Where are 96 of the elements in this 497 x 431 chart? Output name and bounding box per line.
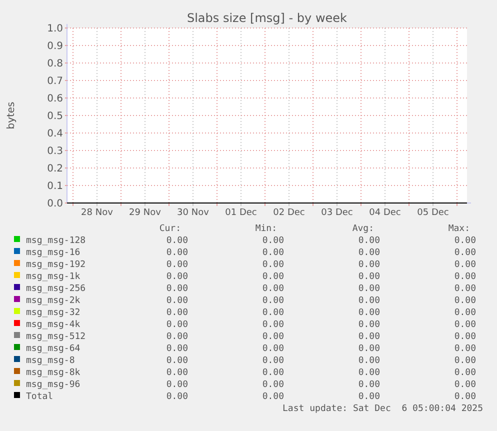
text: 0.00 — [358, 356, 380, 366]
text: 0.00 — [358, 320, 380, 330]
x-tick-label: 05 Dec — [417, 208, 449, 218]
text: 0.00 — [262, 344, 284, 354]
x-tick-label: 30 Nov — [177, 208, 210, 218]
text: 0.00 — [358, 284, 380, 294]
text: 0.00 — [262, 368, 284, 378]
legend-label: msg_msg-16 — [26, 248, 80, 258]
text: 0.00 — [166, 356, 188, 366]
text: 0.00 — [262, 248, 284, 258]
legend-label: msg_msg-256 — [26, 284, 86, 294]
text: 0.00 — [358, 380, 380, 390]
text: Max: — [448, 224, 470, 234]
text: Avg: — [352, 224, 374, 234]
x-tick-label: 03 Dec — [321, 208, 353, 218]
text: 0.00 — [166, 368, 188, 378]
text: 0.00 — [454, 320, 476, 330]
text: Cur: — [159, 224, 181, 234]
text: Last update: Sat Dec 6 05:00:04 2025 — [282, 404, 483, 414]
x-tick-label: 04 Dec — [369, 208, 401, 218]
text: 0.00 — [262, 332, 284, 342]
text: 0.00 — [358, 260, 380, 270]
y-tick-label: 0.6 — [47, 94, 63, 104]
text: 0.00 — [358, 392, 380, 402]
text: 0.00 — [454, 368, 476, 378]
text: 0.00 — [358, 308, 380, 318]
text: 0.00 — [454, 296, 476, 306]
x-tick-label: 29 Nov — [129, 208, 162, 218]
text: 0.00 — [262, 236, 284, 246]
legend-label: msg_msg-1k — [26, 272, 81, 282]
text: 0.00 — [454, 260, 476, 270]
text: 0.00 — [358, 236, 380, 246]
text: 0.00 — [358, 332, 380, 342]
y-tick-label: 0.9 — [47, 41, 63, 52]
text: 0.00 — [454, 248, 476, 258]
legend-label: msg_msg-64 — [26, 344, 80, 354]
text: 0.00 — [262, 392, 284, 402]
text: 0.00 — [262, 260, 284, 270]
legend-label: msg_msg-128 — [26, 236, 86, 246]
text: 0.00 — [166, 320, 188, 330]
text: 0.00 — [454, 236, 476, 246]
legend-label: msg_msg-8k — [26, 368, 81, 378]
legend-label: msg_msg-2k — [26, 296, 81, 306]
text: 0.00 — [454, 308, 476, 318]
text: 0.00 — [166, 272, 188, 282]
text: 0.00 — [166, 284, 188, 294]
text: 0.00 — [262, 272, 284, 282]
text: 0.00 — [166, 380, 188, 390]
text: 0.00 — [454, 272, 476, 282]
text: 0.00 — [358, 368, 380, 378]
legend-label: msg_msg-512 — [26, 332, 86, 342]
text: 0.00 — [166, 260, 188, 270]
text: 0.00 — [166, 392, 188, 402]
legend-label: msg_msg-96 — [26, 380, 80, 390]
y-tick-label: 0.0 — [47, 198, 63, 210]
text: 0.00 — [262, 320, 284, 330]
chart-title: Slabs size [msg] - by week — [186, 11, 348, 25]
text: 0.00 — [358, 344, 380, 354]
y-tick-label: 0.8 — [47, 58, 63, 70]
text: 0.00 — [454, 380, 476, 390]
text: 0.00 — [454, 332, 476, 342]
text: 0.00 — [454, 356, 476, 366]
text: 0.00 — [166, 248, 188, 258]
text: 0.00 — [262, 380, 284, 390]
text: 0.00 — [262, 356, 284, 366]
y-tick-label: 1.0 — [47, 24, 63, 34]
y-tick-label: 0.5 — [47, 111, 63, 122]
text: 0.00 — [358, 296, 380, 306]
text: 0.00 — [166, 296, 188, 306]
text: 0.00 — [358, 272, 380, 282]
text: 0.00 — [166, 332, 188, 342]
text: Min: — [255, 224, 277, 234]
y-tick-label: 0.7 — [47, 76, 63, 87]
text: 0.00 — [166, 236, 188, 246]
text: 0.00 — [454, 392, 476, 402]
text: 0.00 — [262, 284, 284, 294]
x-tick-label: 28 Nov — [81, 208, 114, 218]
legend-label: msg_msg-8 — [26, 356, 75, 366]
legend-label: msg_msg-4k — [26, 320, 81, 330]
text: 0.00 — [358, 248, 380, 258]
y-tick-label: 0.4 — [47, 128, 63, 140]
legend-label: msg_msg-192 — [26, 260, 86, 270]
legend-label: msg_msg-32 — [26, 308, 80, 318]
text: 0.00 — [262, 296, 284, 306]
text: 0.00 — [166, 344, 188, 354]
text: 0.00 — [262, 308, 284, 318]
y-axis-title: bytes — [6, 102, 17, 130]
x-tick-label: 01 Dec — [225, 208, 257, 218]
y-tick-label: 0.1 — [47, 181, 63, 192]
text: 0.00 — [166, 308, 188, 318]
y-tick-label: 0.2 — [47, 164, 63, 174]
text: 0.00 — [454, 344, 476, 354]
text: 0.00 — [454, 284, 476, 294]
x-tick-label: 02 Dec — [273, 208, 305, 218]
legend-label: Total — [26, 392, 54, 402]
y-tick-label: 0.3 — [47, 146, 63, 157]
